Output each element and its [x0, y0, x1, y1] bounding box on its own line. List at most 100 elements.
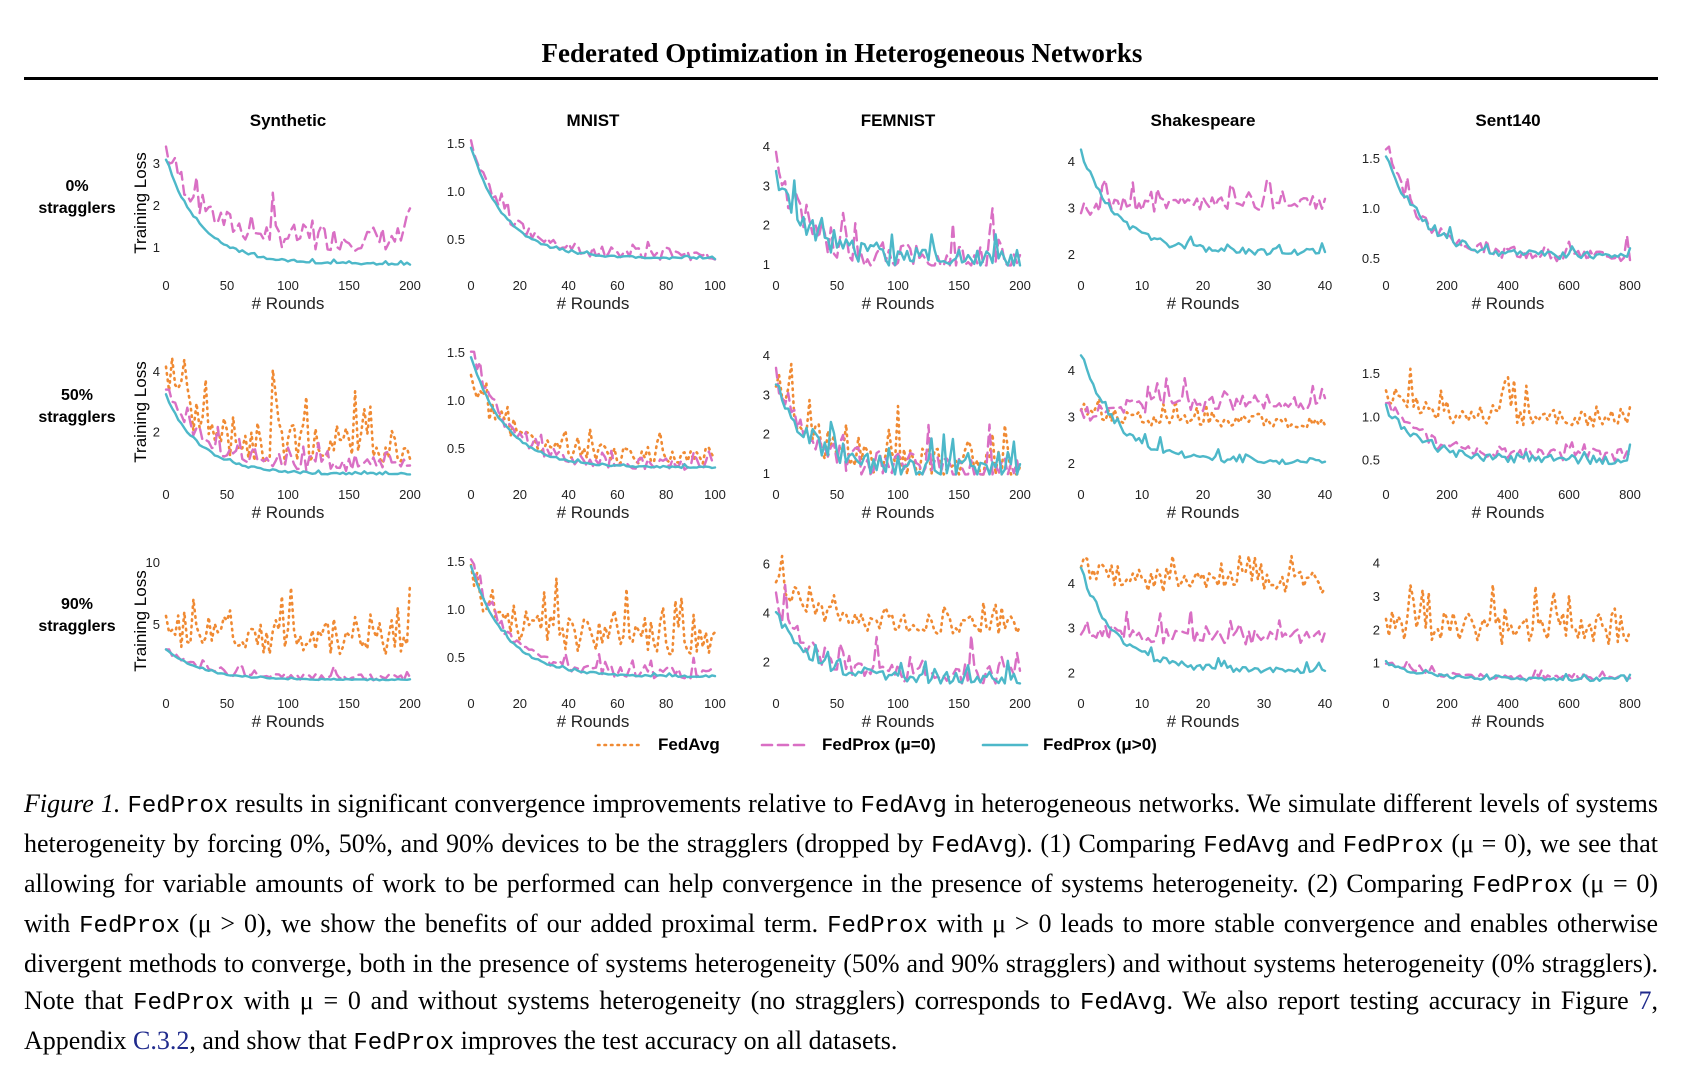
series-line	[164, 158, 412, 266]
y-tick-label: 0.5	[447, 232, 465, 247]
y-tick-label: 1.5	[1362, 366, 1380, 381]
y-tick-label: 3	[1373, 589, 1380, 604]
x-tick-label: 100	[887, 487, 909, 502]
series-line	[164, 356, 412, 469]
caption-text: ). (1) Comparing	[1017, 829, 1204, 858]
x-tick-label: 200	[399, 278, 421, 293]
caption-code: FedProx	[1342, 833, 1444, 860]
appendix-ref-link[interactable]: C.3.2	[133, 1026, 190, 1055]
legend-label: FedAvg	[658, 735, 720, 754]
y-tick-label: 2	[153, 425, 160, 440]
figure-ref-link[interactable]: 7	[1638, 986, 1652, 1015]
series-line	[774, 150, 1022, 267]
y-tick-label: 1	[153, 240, 160, 255]
x-tick-label: 40	[561, 696, 575, 711]
y-tick-label: 1.0	[447, 602, 465, 617]
caption-code: FedProx	[827, 913, 928, 940]
series-line	[774, 169, 1022, 267]
caption-text: (μ = 0) with	[24, 869, 1659, 938]
y-tick-label: 2	[153, 198, 160, 213]
row-label: 0%	[65, 178, 88, 195]
series-line	[469, 139, 717, 262]
figure-caption: Figure 1. FedProx results in significant…	[24, 785, 1658, 1062]
x-tick-label: 0	[1382, 696, 1389, 711]
y-tick-label: 1.5	[447, 554, 465, 569]
column-title: Shakespeare	[1151, 111, 1256, 130]
x-axis-label: # Rounds	[862, 294, 935, 313]
series-line	[1079, 354, 1327, 466]
legend-label: FedProx (μ=0)	[822, 735, 936, 754]
series-line	[1384, 401, 1632, 463]
x-axis-label: # Rounds	[557, 294, 630, 313]
x-tick-label: 600	[1558, 696, 1580, 711]
series-line	[1079, 566, 1327, 675]
y-tick-label: 4	[153, 364, 160, 379]
series-line	[1384, 583, 1632, 647]
x-tick-label: 200	[1009, 696, 1031, 711]
x-tick-label: 60	[610, 696, 624, 711]
y-tick-label: 1.0	[1362, 409, 1380, 424]
x-tick-label: 10	[1135, 487, 1149, 502]
x-tick-label: 80	[659, 278, 673, 293]
x-axis-label: # Rounds	[1472, 712, 1545, 731]
x-tick-label: 0	[1382, 278, 1389, 293]
x-tick-label: 50	[220, 278, 234, 293]
caption-text: with μ = 0 and without systems heterogen…	[233, 986, 1081, 1015]
x-tick-label: 150	[948, 487, 970, 502]
y-tick-label: 4	[1068, 154, 1075, 169]
y-tick-label: 0.5	[1362, 453, 1380, 468]
x-tick-label: 30	[1257, 278, 1271, 293]
x-tick-label: 50	[220, 487, 234, 502]
y-tick-label: 2	[1373, 622, 1380, 637]
x-tick-label: 50	[220, 696, 234, 711]
x-axis-label: # Rounds	[252, 503, 325, 522]
x-tick-label: 800	[1619, 278, 1641, 293]
x-tick-label: 150	[338, 487, 360, 502]
x-axis-label: # Rounds	[1472, 294, 1545, 313]
series-line	[1384, 155, 1632, 261]
x-tick-label: 0	[1077, 278, 1084, 293]
y-axis-label: Training Loss	[131, 361, 150, 462]
column-title: Synthetic	[250, 111, 327, 130]
y-tick-label: 3	[1068, 201, 1075, 216]
y-tick-label: 1.5	[1362, 151, 1380, 166]
series-line	[1384, 659, 1632, 683]
x-tick-label: 200	[1436, 696, 1458, 711]
y-tick-label: 2	[1068, 456, 1075, 471]
caption-label: Figure 1.	[24, 789, 121, 818]
x-tick-label: 0	[467, 487, 474, 502]
series-line	[469, 146, 717, 261]
x-tick-label: 20	[513, 278, 527, 293]
x-tick-label: 0	[467, 696, 474, 711]
caption-text: , Appendix	[24, 986, 1659, 1055]
series-line	[1384, 145, 1632, 263]
x-tick-label: 50	[830, 278, 844, 293]
y-tick-label: 3	[763, 387, 770, 402]
x-axis-label: # Rounds	[1472, 503, 1545, 522]
x-tick-label: 100	[704, 487, 726, 502]
x-tick-label: 20	[1196, 696, 1210, 711]
caption-code: FedProx	[133, 990, 234, 1017]
series-line	[469, 356, 717, 470]
x-tick-label: 0	[162, 278, 169, 293]
caption-text: results in significant convergence impro…	[228, 789, 861, 818]
x-tick-label: 200	[1436, 278, 1458, 293]
y-tick-label: 2	[763, 654, 770, 669]
x-axis-label: # Rounds	[1167, 503, 1240, 522]
x-tick-label: 400	[1497, 696, 1519, 711]
y-tick-label: 3	[763, 178, 770, 193]
series-line	[1079, 608, 1327, 646]
x-tick-label: 150	[338, 278, 360, 293]
x-tick-label: 80	[659, 696, 673, 711]
x-tick-label: 600	[1558, 278, 1580, 293]
x-tick-label: 20	[1196, 487, 1210, 502]
x-tick-label: 0	[467, 278, 474, 293]
x-tick-label: 400	[1497, 487, 1519, 502]
x-tick-label: 150	[948, 278, 970, 293]
series-line	[1079, 397, 1327, 430]
x-tick-label: 30	[1257, 487, 1271, 502]
series-line	[1079, 148, 1327, 257]
row-label: 90%	[61, 596, 93, 613]
series-line	[469, 373, 717, 465]
x-tick-label: 0	[162, 487, 169, 502]
